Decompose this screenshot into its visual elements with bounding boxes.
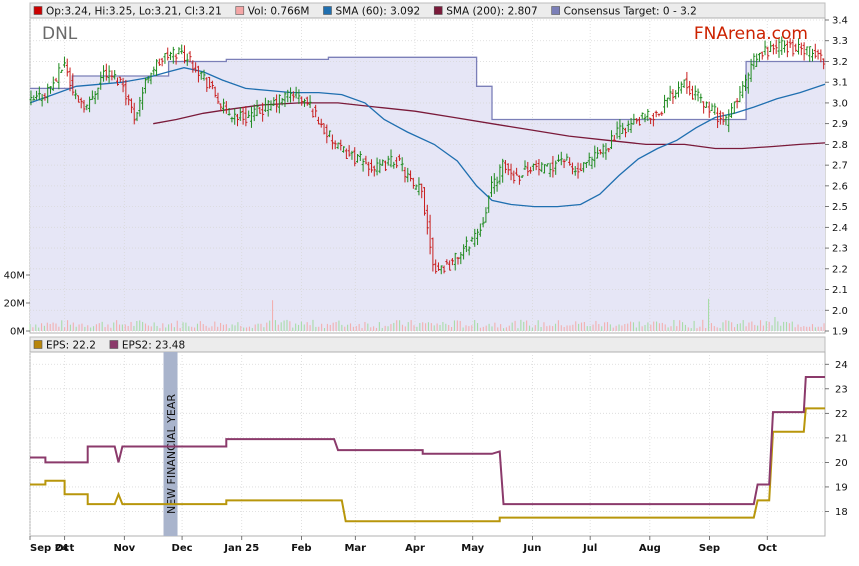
legend-swatch [235,6,245,15]
x-tick-label: Nov [113,543,135,554]
x-tick-label: May [461,543,484,554]
x-tick-label: Sep [699,543,720,554]
eps-panel-frame [29,351,826,537]
legend-swatch [323,6,332,15]
price-tick-label: 2.0 [832,306,848,317]
legend-label: Vol: 0.766M [248,6,310,18]
x-tick-label: Aug [639,543,661,554]
price-tick-label: 2.9 [832,119,848,130]
volume-tick-label: 0M [10,327,25,338]
eps-tick-label: 21 [835,433,848,444]
x-tick-label: Apr [405,543,425,554]
consensus-target-area [30,57,825,332]
x-tick-label: Mar [344,543,366,554]
price-tick-label: 3.2 [832,57,848,68]
legend-swatch [551,6,560,15]
price-tick-label: 2.4 [832,223,848,234]
new-financial-year-band [163,352,178,536]
x-tick-label: Dec [172,543,193,554]
volume-tick-label: 20M [4,299,25,310]
price-tick-label: 2.5 [832,202,848,213]
eps-tick-label: 19 [835,482,848,493]
legend-label: SMA (200): 2.807 [446,6,537,18]
x-tick-label: Jun [522,543,541,554]
legend-swatch [109,340,119,349]
eps-panel: EPS: 22.2 EPS2: 23.48 NEW FINANCIAL YEAR … [29,336,848,537]
sma-60-line [29,67,826,208]
legend-swatch [433,6,443,15]
price-tick-label: 3.3 [832,36,848,47]
price-tick-label: 2.3 [832,244,848,255]
new-financial-year-label: NEW FINANCIAL YEAR [165,394,178,514]
price-tick-label: 3.1 [832,78,848,89]
eps-tick-label: 22 [835,409,848,420]
legend-label: SMA (60): 3.092 [335,6,420,18]
x-tick-label: Oct [55,543,74,554]
price-tick-label: 3.0 [832,98,848,109]
price-tick-label: 2.6 [832,181,848,192]
x-tick-label: Jul [582,543,597,554]
x-tick-label: Sep 24 [30,543,69,554]
legend-swatch [33,340,43,349]
legend-swatch [33,6,43,15]
consensus-target-line [30,56,825,121]
eps-tick-label: 24 [835,360,848,371]
ticker-label: DNL [42,24,78,44]
eps-tick-label: 18 [835,507,848,518]
fnarena-watermark: FNArena.com [694,24,808,44]
price-tick-label: 1.9 [832,327,848,338]
x-tick-label: Feb [291,543,311,554]
price-tick-label: 2.7 [832,161,848,172]
legend-label: EPS2: 23.48 [122,340,185,352]
price-legend: Op:3.24, Hi:3.25, Lo:3.21, Cl:3.21 Vol: 0… [29,2,826,19]
price-tick-label: 3.4 [832,16,848,27]
legend-label: Consensus Target: 0 - 3.2 [564,6,697,18]
eps-tick-label: 20 [835,458,848,469]
price-tick-label: 2.2 [832,264,848,275]
legend-label: Op:3.24, Hi:3.25, Lo:3.21, Cl:3.21 [46,6,222,18]
price-tick-label: 2.8 [832,140,848,151]
x-tick-label: Jan 25 [223,543,259,554]
eps2-series-line [30,376,825,506]
volume-tick-label: 40M [4,271,25,282]
x-tick-label: Oct [758,543,777,554]
price-tick-label: 2.1 [832,285,848,296]
eps-tick-label: 23 [835,384,848,395]
legend-label: EPS: 22.2 [46,340,96,352]
price-panel: DNL FNArena.com 1.9 2.0 2.1 2.2 2.3 2.4 2.5 2.6… [4,16,848,338]
